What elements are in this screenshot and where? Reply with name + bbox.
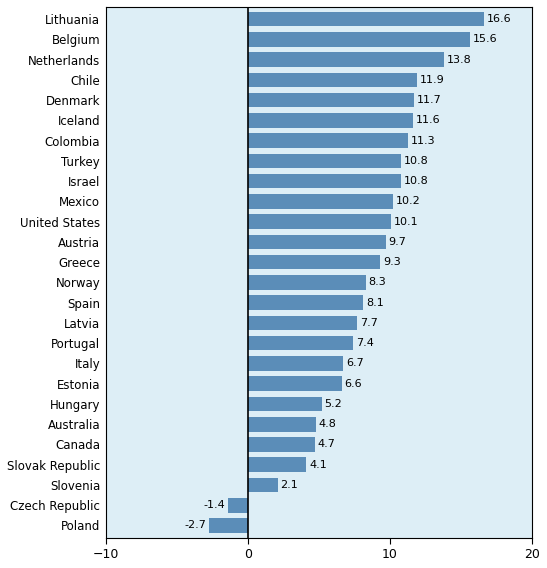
- Text: 9.3: 9.3: [383, 257, 400, 267]
- Bar: [248, 32, 469, 47]
- Bar: [248, 255, 380, 269]
- Bar: [248, 336, 353, 350]
- Bar: [248, 275, 366, 290]
- Bar: [248, 194, 393, 208]
- Text: 11.3: 11.3: [411, 136, 436, 145]
- Text: 6.7: 6.7: [346, 358, 364, 369]
- Text: 7.7: 7.7: [360, 318, 378, 328]
- Bar: [248, 133, 409, 148]
- Bar: [248, 214, 392, 229]
- Text: 15.6: 15.6: [473, 34, 497, 44]
- Bar: [248, 113, 413, 128]
- Text: 10.2: 10.2: [395, 197, 421, 206]
- Text: 6.6: 6.6: [345, 379, 362, 389]
- Bar: [248, 377, 342, 391]
- Text: 13.8: 13.8: [447, 55, 472, 65]
- Bar: [248, 316, 357, 330]
- Bar: [248, 356, 343, 371]
- Text: 4.7: 4.7: [317, 440, 335, 449]
- Text: 11.7: 11.7: [417, 95, 442, 105]
- Text: 11.6: 11.6: [416, 115, 440, 126]
- Text: 5.2: 5.2: [324, 399, 342, 409]
- Bar: [248, 457, 306, 472]
- Bar: [248, 478, 278, 492]
- Bar: [248, 174, 401, 189]
- Bar: [248, 93, 414, 107]
- Bar: [248, 437, 315, 452]
- Bar: [248, 295, 363, 310]
- Text: 8.1: 8.1: [366, 298, 383, 308]
- Text: 11.9: 11.9: [420, 75, 445, 85]
- Bar: [248, 12, 484, 26]
- Text: 8.3: 8.3: [369, 277, 386, 287]
- Bar: [248, 52, 444, 67]
- Text: 10.1: 10.1: [394, 216, 419, 227]
- Text: 16.6: 16.6: [487, 14, 511, 24]
- Text: 4.1: 4.1: [309, 460, 327, 470]
- Bar: [228, 498, 248, 512]
- Bar: [248, 396, 322, 411]
- Bar: [248, 73, 417, 87]
- Text: -1.4: -1.4: [203, 500, 225, 510]
- Text: 7.4: 7.4: [356, 338, 374, 348]
- Bar: [210, 518, 248, 533]
- Bar: [248, 235, 386, 249]
- Text: 9.7: 9.7: [388, 237, 406, 247]
- Text: 10.8: 10.8: [404, 176, 429, 186]
- Text: 2.1: 2.1: [281, 480, 298, 490]
- Text: 10.8: 10.8: [404, 156, 429, 166]
- Text: 4.8: 4.8: [319, 419, 337, 429]
- Bar: [248, 153, 401, 168]
- Text: -2.7: -2.7: [185, 520, 207, 531]
- Bar: [248, 417, 316, 432]
